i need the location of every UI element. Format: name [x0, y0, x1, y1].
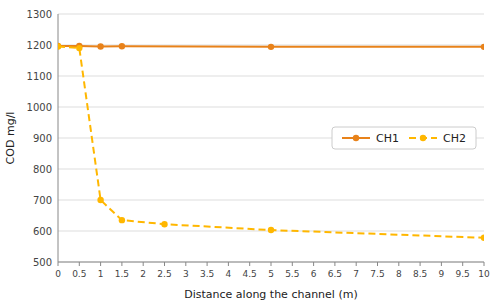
y-tick-label: 700 — [33, 195, 52, 206]
x-tick — [58, 262, 59, 266]
grid-line — [58, 200, 484, 201]
grid-line — [58, 76, 484, 77]
x-tick — [207, 262, 208, 266]
point — [161, 221, 167, 227]
point — [58, 43, 61, 49]
x-tick-label: 7.5 — [370, 269, 384, 279]
y-tick-label: 600 — [33, 226, 52, 237]
series-line — [58, 47, 484, 238]
legend-marker — [420, 135, 426, 141]
x-tick-label: 0 — [55, 269, 61, 279]
legend-box — [332, 127, 476, 149]
y-tick-label: 1000 — [27, 102, 52, 113]
x-tick-label: 5 — [268, 269, 274, 279]
legend-label: CH1 — [376, 132, 399, 145]
grid-line — [58, 262, 484, 263]
x-tick — [420, 262, 421, 266]
x-tick-label: 5.5 — [285, 269, 299, 279]
x-tick-label: 1.5 — [115, 269, 129, 279]
x-tick-label: 3.5 — [200, 269, 214, 279]
point — [97, 197, 103, 203]
grid-line — [58, 169, 484, 170]
x-tick-label: 4.5 — [243, 269, 257, 279]
x-tick-label: 4 — [226, 269, 232, 279]
y-tick-label: 1100 — [27, 71, 52, 82]
y-tick-label: 1200 — [27, 40, 52, 51]
x-tick-label: 6.5 — [328, 269, 342, 279]
x-tick — [462, 262, 463, 266]
x-tick — [164, 262, 165, 266]
chart: 500 600 700 800 900 1000 1100 1200 1300 0 0.5 1 1.5 2… — [0, 0, 500, 306]
point — [76, 45, 82, 51]
x-tick-label: 0.5 — [72, 269, 86, 279]
point — [268, 44, 274, 50]
grid-line — [58, 14, 484, 15]
y-axis-label: COD mg/l — [4, 112, 17, 165]
x-tick — [143, 262, 144, 266]
y-axis-line — [58, 14, 59, 262]
x-tick-label: 7 — [353, 269, 359, 279]
x-tick-label: 3 — [183, 269, 189, 279]
y-tick-label: 900 — [33, 133, 52, 144]
point — [481, 235, 484, 241]
legend-marker — [353, 135, 359, 141]
legend: CH1 CH2 — [332, 127, 476, 149]
x-tick-label: 9 — [439, 269, 445, 279]
plot-area — [58, 43, 484, 241]
x-tick-label: 9.5 — [456, 269, 470, 279]
x-tick-label: 2.5 — [157, 269, 171, 279]
point — [268, 227, 274, 233]
x-tick-label: 10 — [478, 269, 490, 279]
x-tick — [249, 262, 250, 266]
x-tick — [313, 262, 314, 266]
point — [97, 43, 103, 49]
grid-line — [58, 107, 484, 108]
point — [58, 43, 61, 49]
y-tick-label: 1300 — [27, 9, 52, 20]
point — [119, 43, 125, 49]
y-tick-label: 800 — [33, 164, 52, 175]
x-tick — [441, 262, 442, 266]
x-tick — [292, 262, 293, 266]
x-tick-label: 6 — [311, 269, 317, 279]
axes: 500 600 700 800 900 1000 1100 1200 1300 0 0.5 1 1.5 2… — [27, 9, 490, 280]
x-tick — [334, 262, 335, 266]
y-tick-label: 500 — [33, 257, 52, 268]
x-tick — [377, 262, 378, 266]
x-tick — [271, 262, 272, 266]
x-tick — [100, 262, 101, 266]
x-tick — [398, 262, 399, 266]
x-tick-label: 2 — [140, 269, 146, 279]
x-tick-label: 8 — [396, 269, 402, 279]
x-axis-label: Distance along the channel (m) — [184, 288, 357, 301]
point — [481, 44, 484, 50]
x-tick — [185, 262, 186, 266]
x-tick — [228, 262, 229, 266]
x-axis-line — [58, 262, 484, 263]
x-tick — [356, 262, 357, 266]
x-tick — [79, 262, 80, 266]
x-tick — [121, 262, 122, 266]
legend-label: CH2 — [443, 132, 466, 145]
x-tick-label: 1 — [98, 269, 104, 279]
point — [119, 217, 125, 223]
x-tick-label: 8.5 — [413, 269, 427, 279]
x-tick — [484, 262, 485, 266]
